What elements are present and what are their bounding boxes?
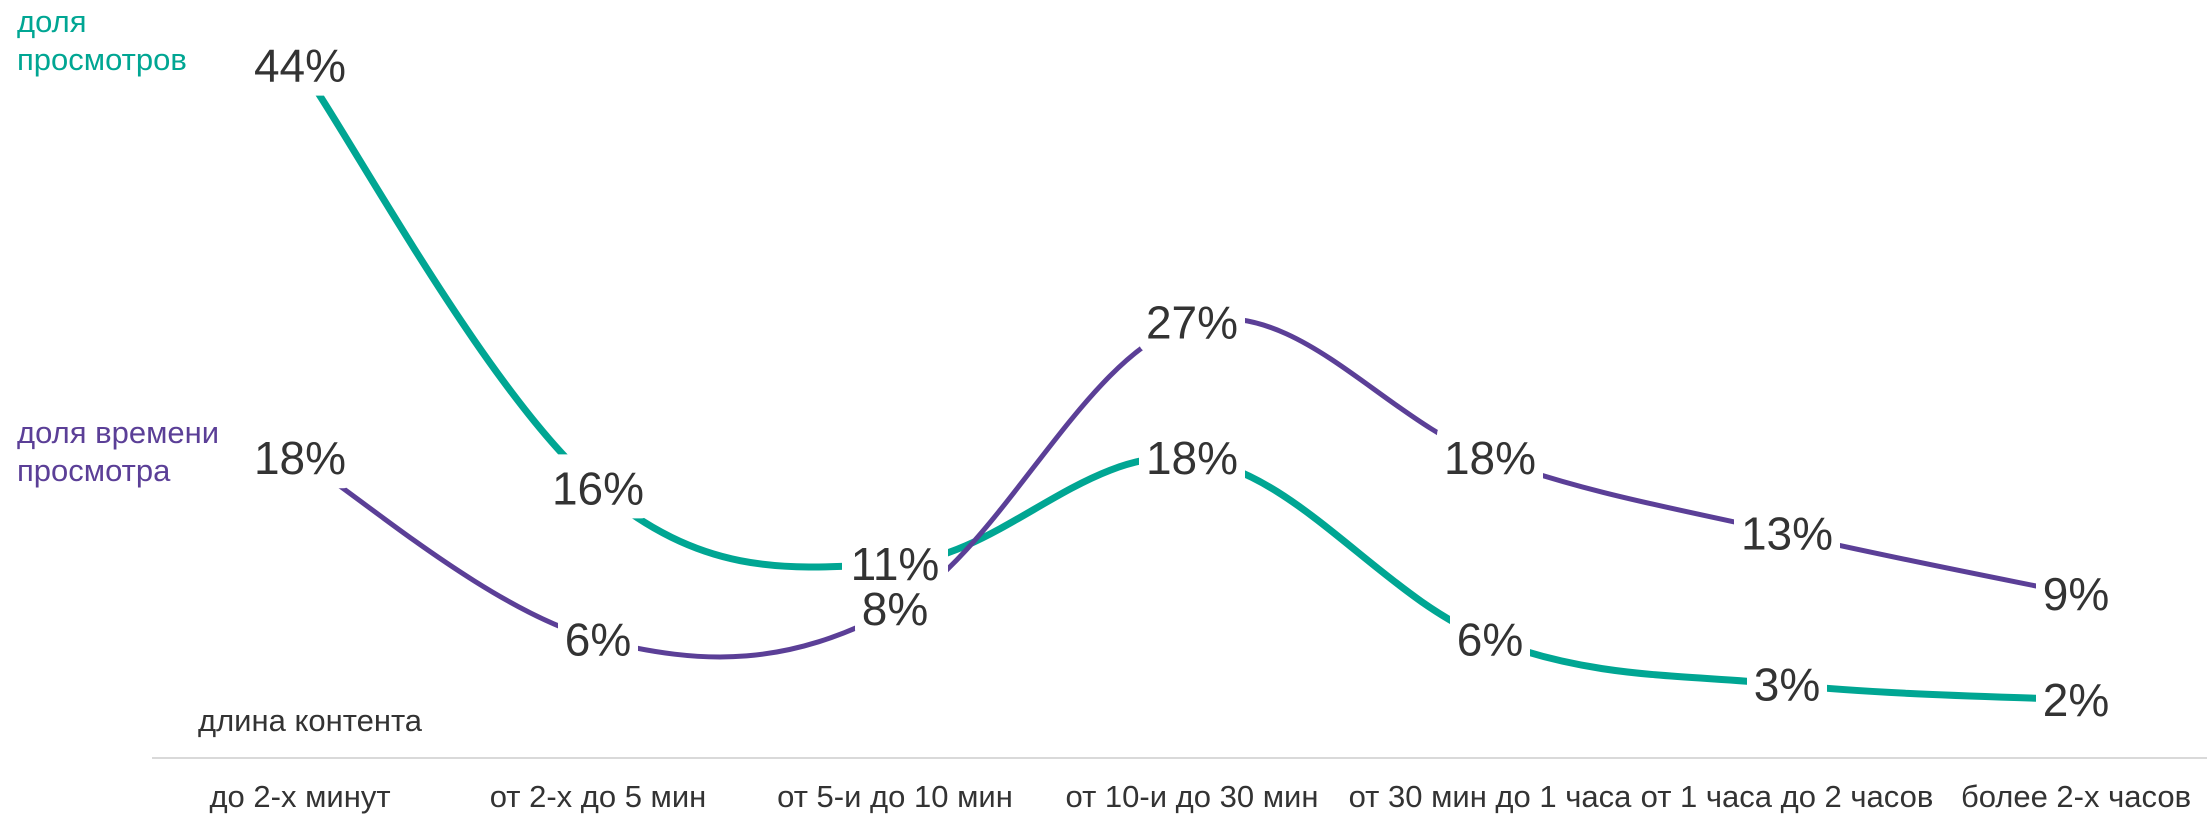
data-labels: 44% 16% 11% 18% 6% 3% 2% 18% 6% 8% 27% 18% 13% 9% [254,40,2109,726]
x-tick-labels: до 2-х минут от 2-х до 5 мин от 5-и до 10 … [209,779,2191,814]
data-label: 13% [1741,508,1833,560]
series-line-1 [297,315,2079,660]
x-tick-label: до 2-х минут [209,779,390,814]
data-label: 11% [851,538,940,590]
series-name: просмотра [17,453,171,488]
series-name: доля [17,4,87,39]
series-lines [296,62,2080,704]
x-axis-title: длина контента [198,703,423,738]
x-tick-label: от 5-и до 10 мин [777,779,1013,814]
data-label: 8% [862,583,928,635]
data-label: 3% [1754,659,1820,711]
data-label: 2% [2043,674,2109,726]
data-label: 6% [565,613,631,665]
data-label: 9% [2043,568,2109,620]
x-tick-label: от 30 мин до 1 часа [1349,779,1633,814]
series-name: доля времени [17,415,219,450]
data-label: 6% [1457,613,1523,665]
x-tick-label: от 2-х до 5 мин [490,779,707,814]
data-label: 44% [254,40,346,92]
data-label: 18% [1444,432,1536,484]
data-label: 18% [1146,432,1238,484]
series-name: просмотров [17,42,187,77]
x-tick-label: от 1 часа до 2 часов [1641,779,1934,814]
data-label: 16% [552,462,644,514]
series-line-0 [296,62,2080,704]
x-tick-label: более 2-х часов [1961,779,2191,814]
data-label: 18% [254,432,346,484]
x-tick-label: от 10-и до 30 мин [1066,779,1319,814]
data-label: 27% [1146,296,1238,348]
